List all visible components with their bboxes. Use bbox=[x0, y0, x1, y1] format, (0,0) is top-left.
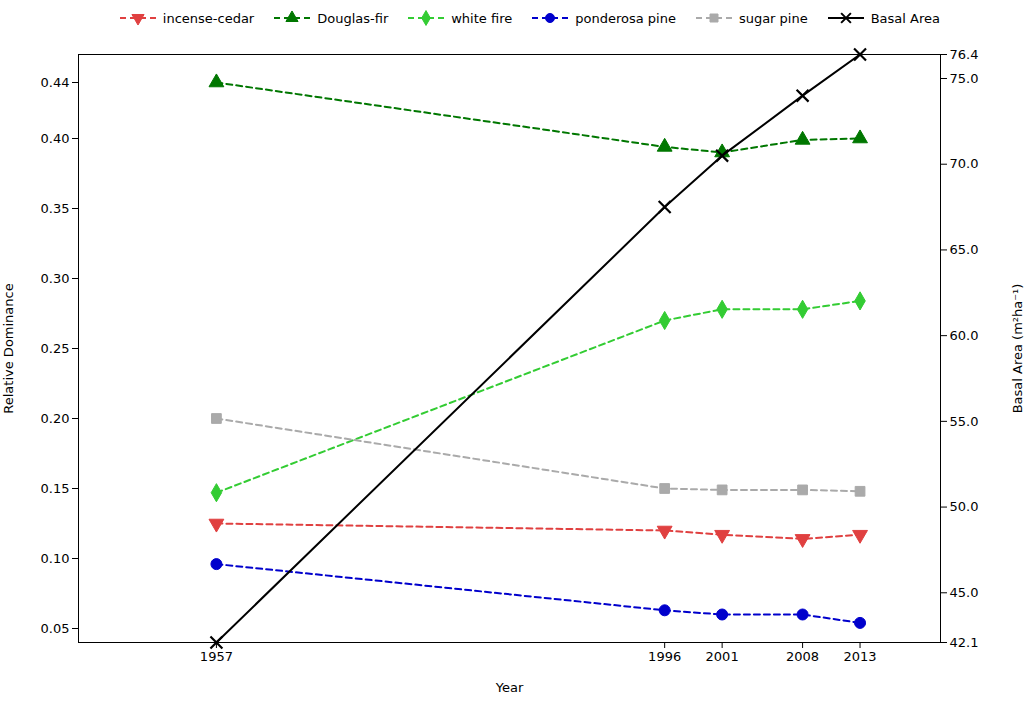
svg-text:0.05: 0.05 bbox=[41, 621, 70, 636]
svg-text:65.0: 65.0 bbox=[950, 242, 979, 257]
svg-text:Year: Year bbox=[495, 680, 524, 695]
html-text:sugar pine: sugar pine bbox=[738, 10, 808, 26]
svg-text:0.44: 0.44 bbox=[41, 75, 70, 90]
html-text:incense-cedar: incense-cedar bbox=[162, 10, 255, 26]
svg-text:76.4: 76.4 bbox=[950, 47, 979, 62]
html-text:Douglas-fir: Douglas-fir bbox=[317, 10, 389, 26]
svg-text:2013: 2013 bbox=[843, 649, 876, 664]
svg-text:Relative Dominance: Relative Dominance bbox=[1, 283, 16, 413]
svg-text:1996: 1996 bbox=[648, 649, 681, 664]
svg-text:70.0: 70.0 bbox=[950, 156, 979, 171]
svg-text:Basal Area (m²ha⁻¹): Basal Area (m²ha⁻¹) bbox=[1010, 284, 1024, 414]
html-text:ponderosa pine: ponderosa pine bbox=[575, 10, 676, 26]
svg-text:60.0: 60.0 bbox=[950, 328, 979, 343]
svg-text:1957: 1957 bbox=[200, 649, 233, 664]
svg-text:0.15: 0.15 bbox=[41, 481, 70, 496]
svg-text:0.10: 0.10 bbox=[41, 551, 70, 566]
svg-text:50.0: 50.0 bbox=[950, 499, 979, 514]
svg-text:45.0: 45.0 bbox=[950, 585, 979, 600]
svg-text:0.20: 0.20 bbox=[41, 411, 70, 426]
svg-text:0.35: 0.35 bbox=[41, 201, 70, 216]
svg-text:42.1: 42.1 bbox=[950, 635, 979, 650]
html-text:white fire: white fire bbox=[451, 10, 513, 26]
svg-text:0.40: 0.40 bbox=[41, 131, 70, 146]
svg-text:0.25: 0.25 bbox=[41, 341, 70, 356]
html-text:Basal Area: Basal Area bbox=[870, 10, 940, 26]
svg-text:2001: 2001 bbox=[706, 649, 739, 664]
svg-text:75.0: 75.0 bbox=[950, 71, 979, 86]
svg-text:55.0: 55.0 bbox=[950, 414, 979, 429]
svg-text:2008: 2008 bbox=[786, 649, 819, 664]
svg-text:0.30: 0.30 bbox=[41, 271, 70, 286]
